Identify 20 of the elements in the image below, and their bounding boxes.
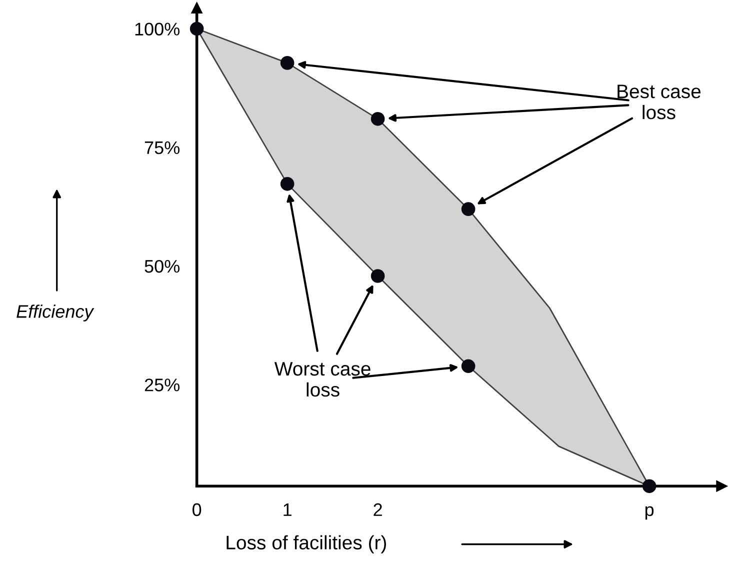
y-tick-label: 75% [144, 141, 180, 154]
y-axis-title: Efficiency [16, 304, 94, 322]
point [190, 22, 204, 36]
x-tick-label: 0 [192, 503, 202, 516]
x-tick-label: p [645, 506, 654, 520]
x-tick-label: 2 [374, 503, 382, 516]
annotation: Best case loss [618, 84, 701, 120]
x-tick-label: 1 [284, 504, 292, 516]
point [370, 112, 385, 126]
point [461, 359, 476, 374]
annotation: Worst case loss [274, 362, 370, 397]
point [280, 177, 294, 191]
point [642, 479, 656, 494]
y-tick-label: 100% [135, 22, 180, 36]
point [370, 269, 385, 283]
x-axis-title: Loss of facilities (r) [226, 535, 386, 554]
point [461, 202, 476, 216]
point [280, 56, 294, 70]
y-tick-label: 25% [144, 378, 180, 392]
y-tick-label: 50% [144, 260, 180, 273]
